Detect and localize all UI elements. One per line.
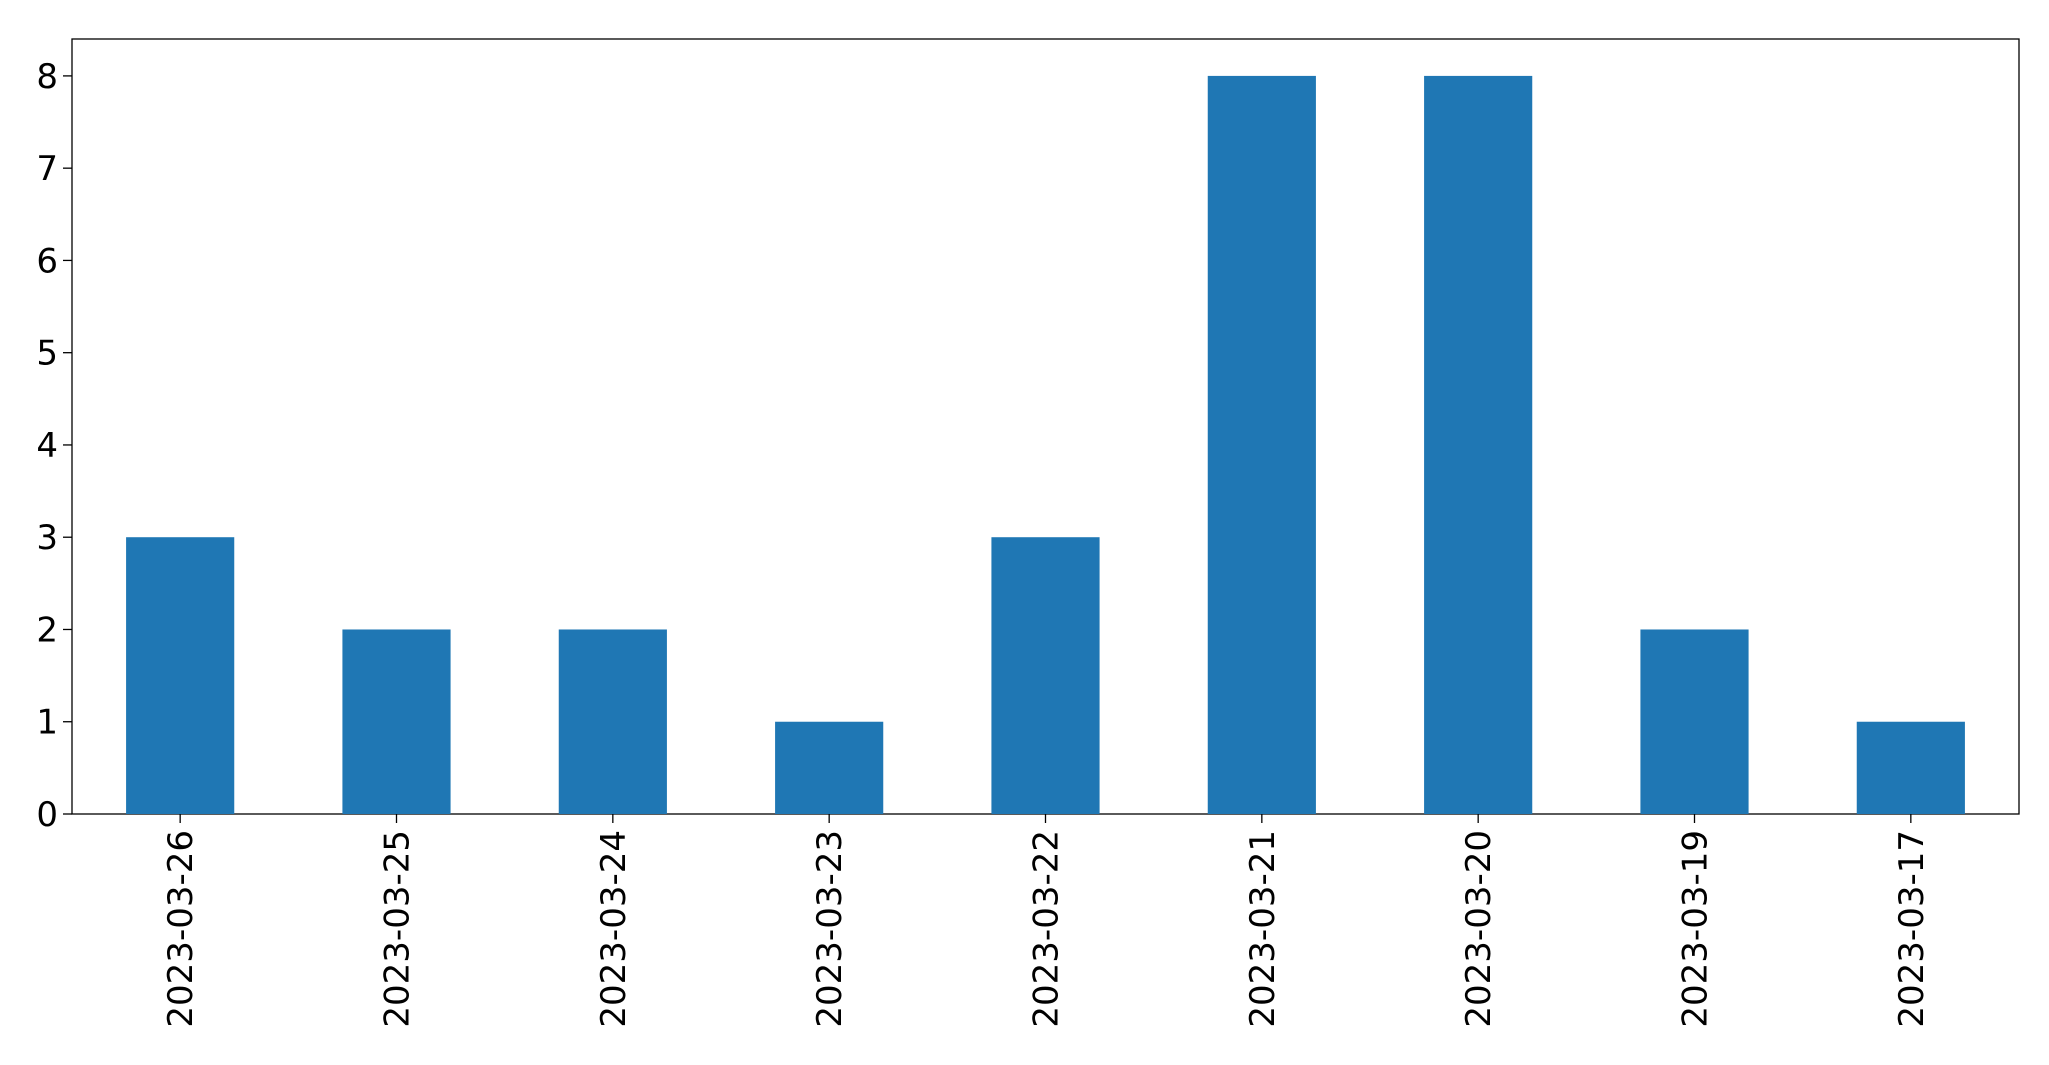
y-tick-label: 7 [36,149,58,189]
bar [1424,75,1533,814]
x-tick-label: 2023-03-20 [1459,830,1499,1028]
x-tick-label: 2023-03-26 [161,830,201,1028]
x-tick-label: 2023-03-17 [1892,830,1932,1028]
y-tick-label: 4 [36,426,58,466]
x-tick-label: 2023-03-25 [378,830,418,1028]
y-tick-label: 0 [36,795,58,835]
x-tick-label: 2023-03-23 [810,830,850,1028]
y-tick-label: 3 [36,518,58,558]
x-tick-label: 2023-03-19 [1676,830,1716,1028]
bar [1207,75,1316,814]
x-tick-label: 2023-03-21 [1243,830,1283,1028]
y-tick-label: 1 [36,703,58,743]
y-tick-label: 2 [36,610,58,650]
bar [1856,721,1965,814]
bar [342,629,451,814]
bar [558,629,667,814]
y-tick-label: 6 [36,241,58,281]
x-tick-label: 2023-03-22 [1027,830,1067,1028]
bar [126,537,235,814]
y-tick-label: 5 [36,334,58,374]
bar [991,537,1100,814]
bar [775,721,884,814]
x-tick-label: 2023-03-24 [594,830,634,1028]
bar [1640,629,1749,814]
y-tick-label: 8 [36,57,58,97]
